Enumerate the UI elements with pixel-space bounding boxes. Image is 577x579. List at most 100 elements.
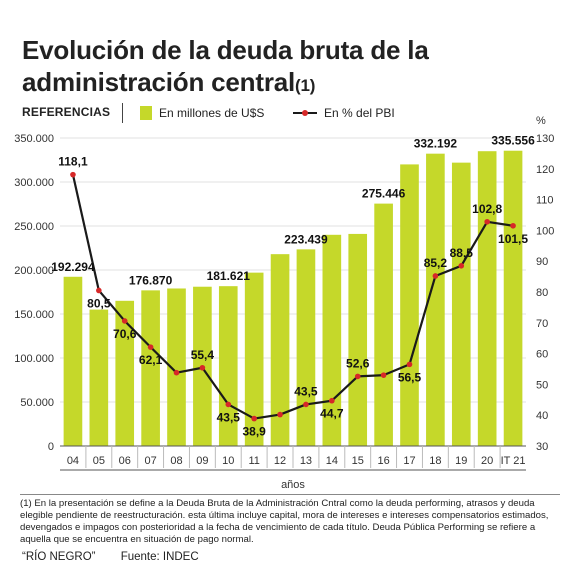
bar-value-label: 223.439 — [284, 232, 328, 246]
pbi-point — [329, 397, 335, 404]
bar-value-label: 275.446 — [362, 187, 406, 201]
x-tick-label: 19 — [455, 455, 467, 467]
pbi-value-label: 43,5 — [294, 384, 318, 398]
pbi-point — [225, 401, 232, 408]
footnote: (1) En la presentación se define a la De… — [20, 498, 549, 545]
bar-value-label: 332.192 — [414, 137, 458, 151]
bar — [400, 164, 419, 446]
chart-area: 192.294 176.870 181.621 223.439 275.446 332.1… — [14, 115, 554, 491]
right-tick-label: 50 — [536, 379, 548, 391]
pbi-value-label: 80,5 — [87, 296, 111, 310]
chart-title: Evolución de la deuda bruta de la admini… — [22, 34, 562, 102]
x-tick-label: 04 — [67, 455, 79, 467]
legend-line-marker-icon — [293, 110, 317, 116]
pbi-value-label: 43,5 — [217, 410, 241, 424]
left-tick-label: 0 — [48, 441, 54, 453]
bar — [477, 151, 497, 446]
left-tick-label: 250.000 — [14, 221, 54, 233]
pbi-value-label: 102,8 — [472, 202, 502, 216]
axes: 0 50.000 100.000 150.000 200.000 250.000 300.0… — [14, 115, 554, 491]
x-tick-label: 09 — [196, 455, 208, 467]
left-tick-label: 150.000 — [14, 309, 54, 321]
pbi-point — [96, 287, 102, 294]
x-axis-label: años — [281, 479, 305, 491]
bar — [374, 203, 393, 446]
bar — [503, 150, 523, 446]
right-tick-label: 70 — [536, 318, 548, 330]
right-axis-unit-label: % — [536, 115, 546, 127]
pbi-value-label: 70,6 — [113, 327, 137, 341]
bar — [141, 290, 160, 446]
bars — [63, 150, 523, 447]
footnote-divider — [20, 494, 560, 495]
pbi-point — [458, 263, 465, 269]
x-tick-label: 11 — [248, 455, 259, 467]
pbi-value-label: 62,1 — [139, 353, 163, 367]
bar — [115, 300, 135, 446]
pbi-point — [303, 401, 309, 408]
bar-value-label: 192.294 — [51, 260, 95, 274]
pbi-point — [354, 373, 361, 380]
bar — [167, 288, 186, 446]
bar — [451, 162, 471, 446]
bar-value-label: 335.556 — [491, 134, 535, 148]
x-tick-label: 06 — [119, 455, 131, 467]
pbi-value-label: 56,5 — [398, 370, 422, 384]
pbi-value-label: 85,2 — [424, 256, 448, 270]
legend-bar-swatch — [140, 106, 152, 120]
pbi-point — [199, 364, 206, 371]
x-tick-label: 10 — [222, 455, 234, 467]
left-tick-label: 100.000 — [14, 353, 54, 365]
x-tick-label: 13 — [300, 455, 312, 467]
pbi-value-label: 44,7 — [320, 407, 344, 421]
pbi-point — [121, 318, 128, 324]
bar — [270, 254, 290, 446]
legend-bar-label: En millones de U$S — [159, 106, 265, 120]
x-tick-label: 17 — [403, 455, 415, 467]
bar — [89, 309, 109, 446]
right-tick-label: 120 — [536, 164, 554, 176]
footer-source: Fuente: INDEC — [120, 551, 199, 563]
pbi-point — [484, 218, 490, 225]
left-tick-label: 300.000 — [14, 177, 54, 189]
right-tick-label: 40 — [536, 410, 548, 422]
pbi-value-label: 55,4 — [191, 348, 215, 362]
pbi-value-label: 88,5 — [450, 246, 474, 260]
x-tick-label: 14 — [326, 455, 338, 467]
right-tick-label: 30 — [536, 441, 548, 453]
left-tick-label: 350.000 — [14, 133, 54, 145]
x-tick-label: 18 — [429, 455, 441, 467]
legend-references-label: REFERENCIAS — [22, 105, 111, 119]
pbi-point — [510, 222, 516, 229]
x-tick-label: 15 — [352, 455, 364, 467]
title-text: Evolución de la deuda bruta de la admini… — [22, 35, 429, 97]
pbi-value-label: 52,6 — [346, 356, 370, 370]
x-tick-label: 07 — [144, 455, 156, 467]
pbi-value-label: 38,9 — [242, 425, 266, 439]
x-tick-label: 20 — [481, 455, 493, 467]
pbi-value-label: 101,5 — [498, 232, 528, 246]
bar-value-label: 181.621 — [207, 269, 251, 283]
bar — [348, 233, 368, 446]
pbi-point — [251, 415, 257, 422]
legend-separator — [122, 103, 123, 123]
pbi-point — [380, 372, 387, 378]
x-tick-label: 08 — [170, 455, 182, 467]
right-tick-label: 130 — [536, 133, 554, 145]
right-tick-label: 100 — [536, 225, 554, 237]
pbi-point — [173, 369, 180, 376]
bar — [426, 153, 445, 447]
bar — [322, 234, 342, 446]
bar — [296, 249, 316, 446]
data-labels: 192.294 176.870 181.621 223.439 275.446 332.1… — [51, 134, 535, 439]
pbi-point — [406, 361, 413, 368]
pbi-line — [70, 171, 516, 422]
pbi-polyline — [71, 174, 514, 420]
footer-brand: “RÍO NEGRO” — [22, 551, 96, 563]
bar — [244, 272, 264, 446]
right-tick-label: 80 — [536, 287, 548, 299]
pbi-point — [277, 411, 283, 418]
left-tick-label: 200.000 — [14, 265, 54, 277]
pbi-point — [147, 344, 154, 350]
pbi-value-label: 118,1 — [58, 155, 88, 169]
